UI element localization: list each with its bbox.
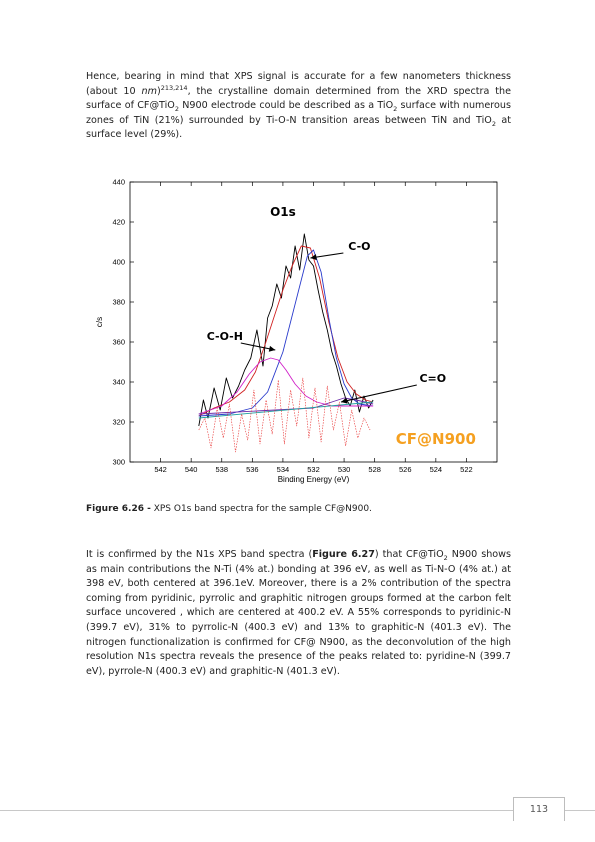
page-number: 113: [513, 797, 565, 821]
plot-frame: [129, 181, 498, 463]
y-tick-label: 320: [112, 418, 125, 427]
n1s-paragraph: It is confirmed by the N1s XPS band spec…: [86, 549, 511, 677]
y-tick-label: 360: [112, 338, 125, 347]
series-line-4: [198, 357, 374, 415]
footer-rule: [0, 810, 595, 811]
figure-text: XPS O1s band spectra for the sample CF@N…: [150, 504, 372, 514]
figure-label: Figure 6.26 -: [86, 504, 151, 514]
series-line-2: [198, 245, 374, 417]
series-line-3: [198, 249, 374, 417]
y-tick-label: 300: [112, 458, 125, 467]
y-tick-label: 380: [112, 298, 125, 307]
x-axis-label: Binding Energy (eV): [278, 475, 350, 484]
annotation-arrowhead: [310, 254, 317, 261]
citation: 213,214: [160, 83, 188, 92]
figure-reference: Figure 6.27: [312, 549, 375, 560]
y-tick-label: 340: [112, 378, 125, 387]
x-tick-label: 532: [307, 465, 320, 474]
x-tick-label: 530: [338, 465, 351, 474]
x-tick-label: 540: [185, 465, 198, 474]
x-tick-label: 524: [430, 465, 443, 474]
y-tick-label: 440: [112, 178, 125, 187]
x-tick-label: 534: [277, 465, 290, 474]
series-line-7: [198, 377, 371, 453]
x-tick-label: 528: [368, 465, 381, 474]
x-tick-label: 538: [215, 465, 228, 474]
y-axis-label: c/s: [95, 317, 104, 327]
annotation-label: C-O: [348, 240, 370, 253]
sample-label: CF@N900: [396, 430, 476, 448]
x-tick-label: 536: [246, 465, 259, 474]
x-tick-label: 526: [399, 465, 412, 474]
annotation-arrowhead: [268, 345, 276, 352]
unit-nm: nm: [141, 85, 157, 97]
annotation-label: C=O: [419, 372, 446, 385]
x-tick-label: 522: [460, 465, 473, 474]
annotation-arrow: [340, 384, 417, 403]
series-line-6: [198, 401, 374, 419]
annotation-label: C-O-H: [207, 330, 243, 343]
xps-o1s-chart: 542 540 538 536 534 532 530 528 526 524 522 300 320 3…: [95, 178, 498, 484]
x-tick-label: 542: [154, 465, 167, 474]
y-tick-label: 420: [112, 218, 125, 227]
intro-paragraph: Hence, bearing in mind that XPS signal i…: [86, 71, 511, 141]
figure-caption: Figure 6.26 - XPS O1s band spectra for t…: [86, 504, 372, 514]
chart-title: O1s: [270, 205, 296, 219]
y-tick-label: 400: [112, 258, 125, 267]
annotation-arrowhead: [341, 397, 348, 404]
